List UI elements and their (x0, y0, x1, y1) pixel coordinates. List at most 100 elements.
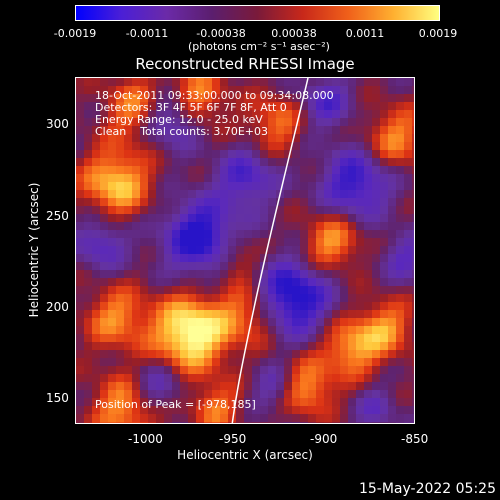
heatmap-cell (316, 150, 324, 158)
heatmap-cell (356, 182, 364, 190)
heatmap-cell (124, 286, 132, 294)
heatmap-cell (364, 310, 372, 318)
heatmap-cell (412, 270, 414, 278)
heatmap-cell (372, 390, 380, 398)
heatmap-cell (100, 214, 108, 222)
heatmap-cell (228, 262, 236, 270)
heatmap-cell (388, 374, 396, 382)
heatmap-cell (252, 182, 260, 190)
heatmap-cell (76, 286, 84, 294)
heatmap-cell (212, 238, 220, 246)
heatmap-cell (220, 230, 228, 238)
heatmap-cell (92, 166, 100, 174)
colorbar (75, 5, 440, 21)
heatmap-cell (356, 270, 364, 278)
heatmap-cell (196, 94, 204, 102)
heatmap-cell (212, 174, 220, 182)
heatmap-cell (76, 406, 84, 414)
heatmap-cell (156, 126, 164, 134)
heatmap-cell (212, 142, 220, 150)
heatmap-cell (324, 134, 332, 142)
heatmap-cell (220, 286, 228, 294)
heatmap-cell (260, 166, 268, 174)
heatmap-cell (276, 326, 284, 334)
heatmap-cell (180, 206, 188, 214)
heatmap-cell (140, 342, 148, 350)
heatmap-cell (412, 366, 414, 374)
heatmap-cell (340, 422, 348, 423)
heatmap-cell (132, 174, 140, 182)
heatmap-cell (212, 310, 220, 318)
heatmap-cell (92, 134, 100, 142)
heatmap-cell (364, 294, 372, 302)
heatmap-cell (404, 334, 412, 342)
heatmap-cell (84, 406, 92, 414)
heatmap-cell (212, 150, 220, 158)
heatmap-cell (92, 366, 100, 374)
heatmap-cell (372, 214, 380, 222)
heatmap-cell (180, 342, 188, 350)
heatmap-cell (236, 286, 244, 294)
heatmap-cell (124, 230, 132, 238)
heatmap-cell (388, 134, 396, 142)
heatmap-cell (100, 102, 108, 110)
heatmap-cell (196, 286, 204, 294)
heatmap-cell (372, 294, 380, 302)
heatmap-cell (412, 118, 414, 126)
heatmap-cell (332, 166, 340, 174)
heatmap-cell (92, 118, 100, 126)
heatmap-cell (348, 174, 356, 182)
heatmap-cell (204, 302, 212, 310)
heatmap-cell (396, 214, 404, 222)
heatmap-cell (244, 134, 252, 142)
heatmap-cell (108, 110, 116, 118)
heatmap-cell (356, 398, 364, 406)
heatmap-cell (396, 198, 404, 206)
heatmap-cell (404, 78, 412, 86)
heatmap-cell (308, 206, 316, 214)
heatmap-cell (236, 382, 244, 390)
heatmap-cell (388, 326, 396, 334)
heatmap-cell (348, 238, 356, 246)
heatmap-cell (300, 278, 308, 286)
heatmap-cell (84, 214, 92, 222)
heatmap-cell (348, 118, 356, 126)
heatmap-cell (276, 390, 284, 398)
heatmap-cell (396, 134, 404, 142)
heatmap-cell (356, 382, 364, 390)
heatmap-cell (316, 350, 324, 358)
heatmap-cell (396, 350, 404, 358)
heatmap-cell (268, 390, 276, 398)
heatmap-cell (396, 126, 404, 134)
heatmap-cell (324, 246, 332, 254)
heatmap-cell (292, 134, 300, 142)
heatmap-cell (108, 358, 116, 366)
heatmap-cell (292, 150, 300, 158)
heatmap-cell (252, 198, 260, 206)
heatmap-cell (372, 150, 380, 158)
heatmap-cell (284, 246, 292, 254)
heatmap-cell (356, 390, 364, 398)
heatmap-cell (388, 126, 396, 134)
heatmap-cell (116, 310, 124, 318)
time-range-label: 18-Oct-2011 09:33:00.000 to 09:34:08.000 (95, 89, 334, 102)
heatmap-cell (244, 414, 252, 422)
heatmap-cell (188, 182, 196, 190)
heatmap-cell (164, 198, 172, 206)
heatmap-cell (388, 110, 396, 118)
heatmap-cell (140, 414, 148, 422)
heatmap-cell (172, 190, 180, 198)
heatmap-cell (388, 166, 396, 174)
heatmap-cell (228, 214, 236, 222)
heatmap-cell (116, 414, 124, 422)
heatmap-cell (300, 102, 308, 110)
heatmap-cell (412, 358, 414, 366)
heatmap-cell (116, 198, 124, 206)
heatmap-cell (404, 214, 412, 222)
heatmap-cell (364, 334, 372, 342)
heatmap-cell (412, 206, 414, 214)
heatmap-cell (268, 302, 276, 310)
heatmap-cell (236, 126, 244, 134)
heatmap-cell (244, 326, 252, 334)
heatmap-cell (308, 198, 316, 206)
